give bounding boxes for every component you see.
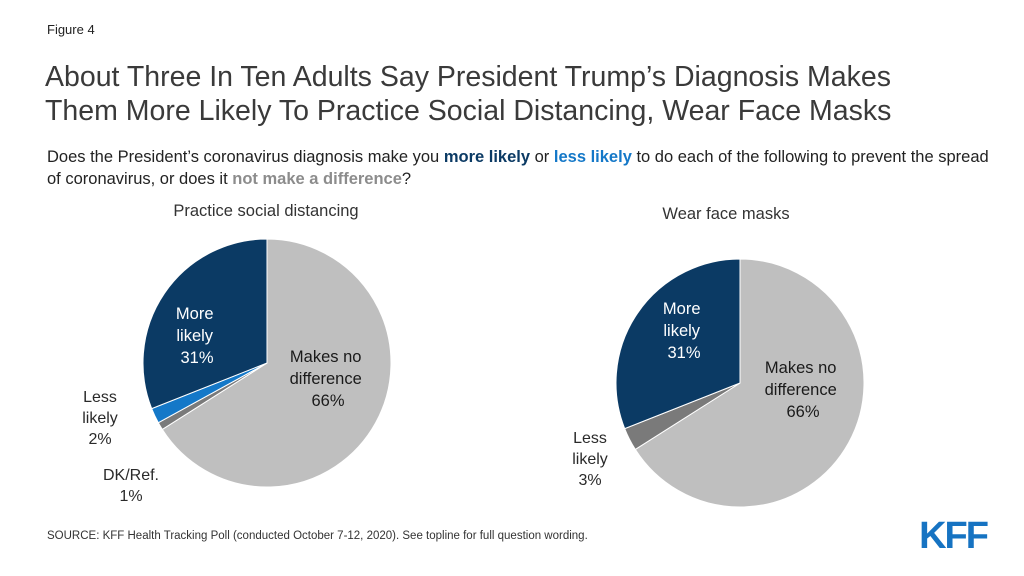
pie1-slices (142, 238, 392, 488)
pie2-less-label: Less likely 3% (560, 428, 620, 491)
pie1-less-line1: Less (83, 389, 117, 406)
pie1-slice-makes-no-difference (161, 238, 392, 488)
subtitle-text-1: Does the President’s coronavirus diagnos… (47, 148, 444, 166)
pie2-none-line2: difference (765, 381, 837, 399)
pie2-title: Wear face masks (662, 205, 790, 223)
pie2-less-line3: 3% (578, 472, 602, 489)
pie1-dk-line1: DK/Ref. (102, 467, 159, 484)
pie1-less-line2: likely (82, 410, 118, 427)
title-line-1: About Three In Ten Adults Say President … (45, 61, 891, 93)
pie1-none-line3: 66% (311, 392, 344, 410)
pie1-slice-more-likely (142, 238, 268, 410)
pie2-none-label: Makes no difference 66% (765, 359, 842, 421)
pie2-more-line3: 31% (667, 344, 700, 362)
pie2-less-line2: likely (572, 451, 608, 468)
pie1-less-label: Less likely 2% (70, 387, 130, 450)
figure-label: Figure 4 (47, 22, 95, 37)
subtitle-less-likely: less likely (553, 148, 632, 166)
pie1-more-line1: More (176, 305, 214, 323)
pie1-dk-label: DK/Ref. 1% (86, 465, 176, 507)
pie2-none-line1: Makes no (765, 359, 837, 377)
pie2-slices (615, 258, 865, 508)
subtitle-text-4: ? (401, 170, 412, 188)
source-note: SOURCE: KFF Health Tracking Poll (conduc… (47, 530, 588, 542)
subtitle-no-difference: not make a difference (232, 170, 402, 188)
pie2-none-line3: 66% (786, 403, 819, 421)
pie2-slice-more-likely (615, 258, 741, 430)
pie1-more-line2: likely (176, 327, 213, 345)
pie2-more-line1: More (663, 300, 701, 318)
question-subtitle: Does the President’s coronavirus diagnos… (47, 146, 1007, 190)
pie1-more-label: More likely 31% (176, 305, 218, 367)
pie1-less-line3: 2% (88, 431, 112, 448)
kff-logo-text: KFF (919, 516, 988, 554)
kff-logo: KFF (919, 516, 988, 554)
subtitle-more-likely: more likely (443, 148, 531, 166)
pie1-title: Practice social distancing (173, 202, 359, 220)
subtitle-text-2: or (530, 148, 554, 166)
pie1-more-line3: 31% (180, 349, 213, 367)
chart-main-title: About Three In Ten Adults Say President … (45, 60, 1005, 128)
subtitle-text-3: to do each of the following to prevent t… (47, 148, 989, 188)
pie2-slice-makes-no-difference (634, 258, 865, 508)
pie2-more-line2: likely (663, 322, 700, 340)
pie2-more-label: More likely 31% (663, 300, 705, 362)
title-line-2: Them More Likely To Practice Social Dist… (45, 95, 892, 127)
pie1-none-line1: Makes no (290, 348, 362, 366)
pie1-none-label: Makes no difference 66% (290, 348, 367, 410)
pie1-dk-line2: 1% (119, 488, 143, 505)
pie2-less-line1: Less (573, 430, 607, 447)
pie1-none-line2: difference (290, 370, 362, 388)
